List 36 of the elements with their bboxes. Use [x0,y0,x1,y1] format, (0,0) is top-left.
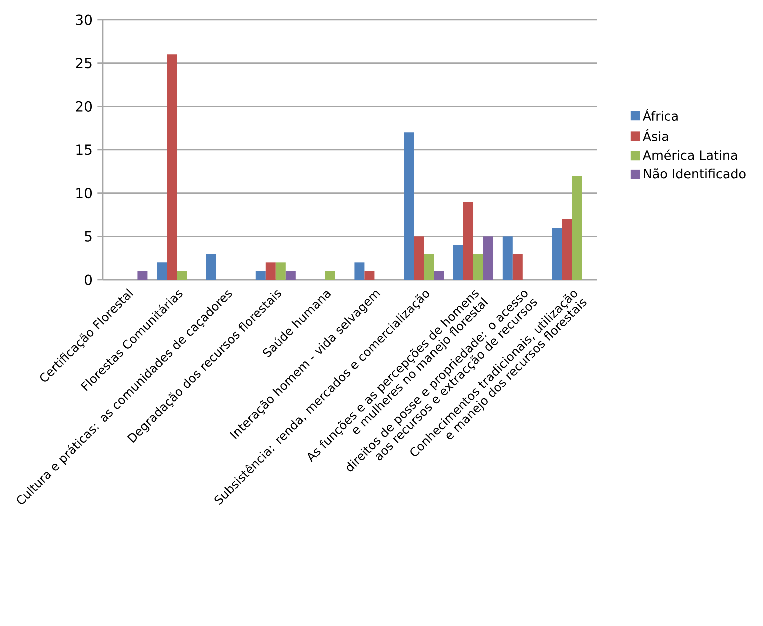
y-tick-label: 5 [85,231,92,242]
bar [502,236,513,280]
bar [424,254,434,280]
bar [286,271,296,280]
bar [138,271,148,280]
bar [512,254,523,280]
bar [414,236,424,280]
bar [454,245,464,280]
bar [474,254,484,280]
bar [484,236,494,280]
y-tick-label: 20 [76,101,92,112]
bar [266,262,276,280]
bar [562,219,572,280]
bar [206,254,217,280]
y-tick-label: 25 [76,58,92,69]
bar [572,176,582,280]
bar [464,202,474,280]
bar [364,271,375,280]
bar [167,54,178,280]
bar [354,262,365,280]
legend-label: África [643,109,678,122]
bar [325,271,336,280]
y-tick-label: 0 [84,274,92,286]
legend-label: Ásia [643,129,668,142]
bar [276,262,286,280]
bar [256,271,266,280]
y-tick-label: 30 [76,14,92,26]
legend-label: Não Identificado [644,168,746,179]
bar [157,262,168,280]
y-tick-label: 15 [76,144,92,156]
bar [434,271,444,280]
y-tick-label: 10 [76,188,92,199]
legend-label: América Latina [643,150,738,160]
bar [177,271,188,280]
bar [552,228,562,280]
bar [404,132,414,280]
